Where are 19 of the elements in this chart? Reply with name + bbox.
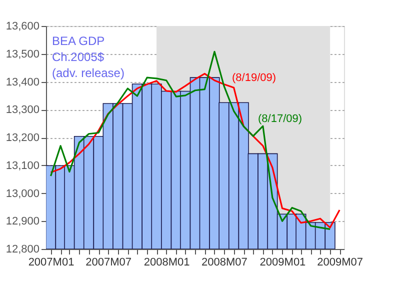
y-tick-label: 13,500 [6, 48, 40, 60]
line-series [50, 50, 331, 230]
y-tick-label: 13,600 [6, 20, 40, 32]
series-label: BEA GDP Ch.2005$ (adv. release) [52, 34, 124, 80]
x-tick-label: 2007M01 [28, 256, 74, 268]
y-tick-label: 13,100 [6, 160, 40, 172]
y-tick-label: 12,800 [6, 244, 40, 256]
y-tick-label: 13,400 [6, 76, 40, 88]
x-tick-label: 2009M07 [317, 256, 364, 268]
y-tick-label: 13,300 [6, 104, 40, 116]
series-label: (8/17/09) [258, 113, 302, 125]
x-tick-label: 2008M07 [202, 256, 248, 268]
x-tick-label: 2009M01 [260, 256, 306, 268]
series-label: (8/19/09) [232, 72, 276, 84]
y-tick-label: 13,200 [6, 132, 40, 144]
y-tick-label: 12,900 [6, 216, 40, 228]
y-tick-label: 13,000 [6, 188, 40, 200]
x-tick-label: 2007M07 [86, 256, 132, 268]
x-tick-label: 2008M01 [144, 256, 190, 268]
